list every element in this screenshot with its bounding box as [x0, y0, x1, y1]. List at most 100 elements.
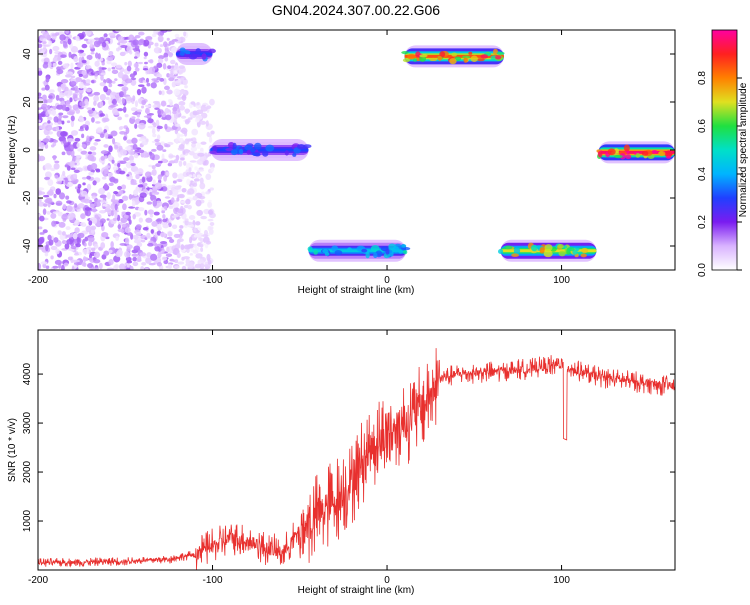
spectrogram-noise-cell — [80, 150, 88, 155]
spectrogram-noise-cell — [126, 45, 132, 54]
spectrogram-noise-cell — [196, 102, 200, 106]
spectrogram-noise-cell — [75, 35, 80, 42]
spectrogram-trace-speckle — [201, 53, 207, 60]
spectrogram-noise-cell — [55, 188, 62, 195]
spectrogram-trace-speckle — [398, 249, 404, 254]
spectrogram-noise-cell — [101, 61, 105, 66]
spectrogram-noise-cell — [163, 205, 167, 210]
spectrogram-trace-speckle — [437, 55, 443, 61]
spectrogram-noise-cell — [179, 105, 186, 111]
spectrogram-noise-cell — [38, 107, 42, 111]
spectrogram-noise-cell — [57, 60, 63, 65]
spectrogram-noise-cell — [106, 218, 110, 221]
spectrogram-noise-cell — [72, 259, 81, 263]
spectrogram-noise-cell — [150, 194, 157, 202]
spectrogram-noise-cell — [62, 63, 69, 69]
spectrogram-noise-cell — [187, 204, 192, 210]
spectrogram-noise-cell — [48, 89, 55, 93]
spectrogram-noise-cell — [194, 263, 202, 269]
spectrogram-noise-cell — [144, 237, 148, 241]
spectrogram-noise-cell — [85, 88, 92, 93]
spectrogram-noise-cell — [172, 110, 177, 115]
spectrogram-y-label: Frequency (Hz) — [7, 116, 18, 185]
spectrogram-noise-cell — [38, 201, 45, 207]
spectrogram-noise-cell — [120, 40, 128, 44]
spectrogram-noise-cell — [166, 89, 173, 95]
spectrogram-noise-cell — [73, 173, 78, 179]
spectrogram-noise-cell — [116, 214, 121, 222]
spectrogram-noise-cell — [81, 133, 85, 139]
spectrogram-noise-cell — [86, 54, 93, 61]
spectrogram-noise-cell — [56, 68, 64, 75]
spectrogram-noise-cell — [55, 248, 60, 255]
spectrogram-noise-cell — [131, 253, 139, 257]
spectrogram-noise-cell — [117, 116, 123, 121]
spectrogram-noise-cell — [206, 105, 212, 109]
spectrogram-noise-cell — [181, 94, 187, 101]
spectrogram-noise-cell — [57, 230, 62, 235]
spectrogram-noise-cell — [84, 98, 89, 105]
spectrogram-noise-cell — [151, 165, 156, 170]
spectrogram-noise-cell — [191, 128, 199, 136]
spectrogram-noise-cell — [47, 234, 52, 241]
spectrogram-noise-cell — [61, 214, 69, 221]
spectrogram-noise-cell — [157, 160, 163, 164]
colorbar-tick-label: 0.2 — [697, 215, 708, 229]
spectrogram-noise-cell — [92, 180, 97, 186]
spectrogram-noise-cell — [60, 83, 66, 89]
spectrogram-noise-cell — [188, 167, 192, 173]
spectrogram-noise-cell — [161, 256, 167, 261]
spectrogram-noise-cell — [192, 182, 198, 187]
spectrogram-trace-speckle — [530, 244, 538, 252]
spectrogram-noise-cell — [102, 117, 110, 123]
spectrogram-trace-speckle — [373, 252, 378, 259]
spectrogram-noise-cell — [81, 261, 86, 267]
spectrogram-noise-cell — [195, 199, 202, 207]
spectrogram-noise-cell — [141, 105, 145, 109]
spectrogram-noise-cell — [189, 236, 193, 244]
spectrogram-y-ticks: -40 -20 0 20 40 — [22, 48, 675, 253]
spectrogram-trace-speckle — [543, 250, 553, 258]
spectrogram-noise-cell — [74, 137, 81, 142]
spectrogram-noise-cell — [163, 52, 169, 59]
spectrogram-noise-cell — [207, 133, 212, 138]
spectrogram-noise-cell — [42, 94, 47, 101]
spectrogram-noise-cell — [73, 56, 79, 63]
spectrogram-noise-cell — [178, 100, 186, 106]
spectrogram-trace-speckle — [195, 48, 201, 55]
spectrogram-noise-cell — [138, 122, 146, 130]
spectrogram-noise-cell — [62, 139, 67, 145]
spectrogram-noise-cell — [181, 265, 187, 270]
spectrogram-noise-cell — [161, 90, 165, 96]
spectrogram-noise-cell — [210, 166, 215, 172]
spectrogram-noise-cell — [117, 83, 124, 87]
snr-frame — [37, 329, 676, 571]
spectrogram-noise-cell — [143, 51, 149, 57]
spectrogram-noise-cell — [38, 69, 43, 76]
snr-y-ticks: 1000 2000 3000 4000 — [22, 363, 675, 532]
spectrogram-noise-cell — [100, 155, 105, 161]
spectrogram-noise-cell — [38, 245, 45, 250]
spectrogram-noise-cell — [136, 113, 141, 118]
spectrogram-noise-cell — [132, 261, 139, 267]
spectrogram-noise-cell — [101, 176, 107, 180]
spectrogram-noise-cell — [168, 160, 176, 164]
spectrogram-y-tick-label: -20 — [22, 190, 33, 205]
spectrogram-noise-cell — [154, 243, 158, 247]
spectrogram-noise-cell — [94, 52, 99, 59]
spectrogram-noise-cell — [43, 45, 47, 52]
spectrogram-noise-cell — [164, 196, 171, 199]
spectrogram-noise-cell — [159, 44, 164, 48]
spectrogram-noise-cell — [63, 262, 69, 267]
spectrogram-noise-cell — [131, 200, 136, 208]
spectrogram-noise-cell — [113, 112, 120, 116]
spectrogram-noise-cell — [162, 63, 167, 70]
spectrogram-noise-cell — [86, 246, 93, 250]
spectrogram-noise-cell — [142, 226, 149, 231]
spectrogram-noise-cell — [92, 71, 100, 74]
spectrogram-noise-cell — [115, 251, 123, 258]
spectrogram-noise-cell — [53, 162, 60, 170]
spectrogram-noise-cell — [61, 231, 66, 236]
spectrogram-noise-cell — [192, 249, 199, 254]
spectrogram-noise-cell — [81, 124, 87, 128]
